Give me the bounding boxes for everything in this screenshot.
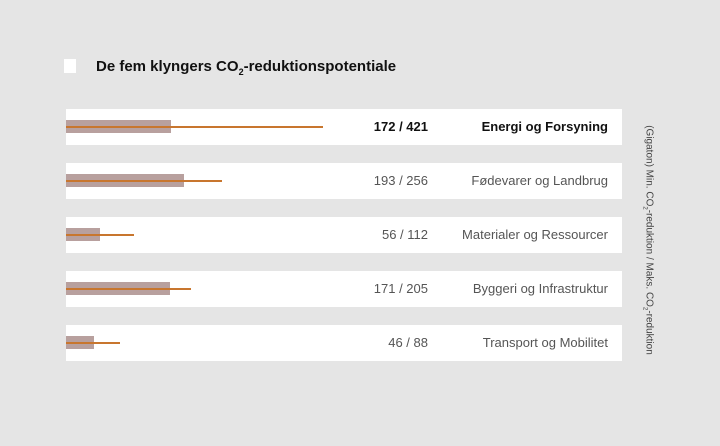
chart-row: 171 / 205 Byggeri og Infrastruktur bbox=[66, 271, 622, 307]
max-line bbox=[66, 180, 223, 182]
chart-title: De fem klyngers CO2-reduktionspotentiale bbox=[96, 58, 397, 77]
chart-row: 56 / 112 Materialer og Ressourcer bbox=[66, 217, 622, 253]
category-label: Transport og Mobilitet bbox=[482, 335, 608, 350]
chart-row: 193 / 256 Fødevarer og Landbrug bbox=[66, 163, 622, 199]
max-line bbox=[66, 234, 135, 236]
legend-swatch bbox=[64, 59, 76, 73]
category-label: Energi og Forsyning bbox=[481, 119, 608, 134]
axis-title: (Gigaton) Min. CO2-reduktion / Maks. CO2… bbox=[641, 125, 655, 355]
value-label: 46 / 88 bbox=[388, 335, 428, 350]
category-label: Fødevarer og Landbrug bbox=[471, 173, 608, 188]
category-label: Byggeri og Infrastruktur bbox=[472, 281, 608, 296]
value-label: 171 / 205 bbox=[373, 281, 428, 296]
value-label: 56 / 112 bbox=[381, 227, 428, 242]
chart-row: 46 / 88 Transport og Mobilitet bbox=[66, 325, 622, 361]
chart-row: 172 / 421 Energi og Forsyning bbox=[66, 109, 622, 145]
max-line bbox=[66, 288, 192, 290]
max-line bbox=[66, 126, 323, 128]
value-label: 172 / 421 bbox=[373, 119, 428, 134]
category-label: Materialer og Ressourcer bbox=[462, 227, 608, 242]
max-line bbox=[66, 342, 120, 344]
value-label: 193 / 256 bbox=[373, 173, 428, 188]
